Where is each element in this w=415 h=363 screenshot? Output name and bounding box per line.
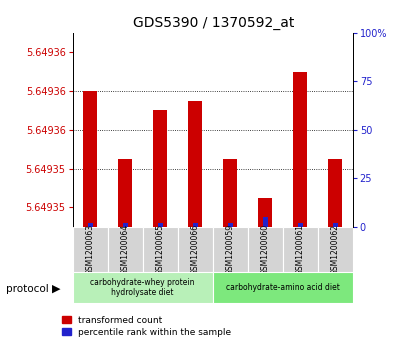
Legend: transformed count, percentile rank within the sample: transformed count, percentile rank withi… <box>62 316 232 337</box>
Text: GSM1200059: GSM1200059 <box>226 224 235 275</box>
Bar <box>158 223 163 227</box>
Text: GSM1200060: GSM1200060 <box>261 224 270 275</box>
Text: carbohydrate-whey protein
hydrolysate diet: carbohydrate-whey protein hydrolysate di… <box>90 278 195 297</box>
Bar <box>293 72 307 227</box>
Bar <box>318 227 353 272</box>
Text: protocol: protocol <box>6 284 49 294</box>
Text: carbohydrate-amino acid diet: carbohydrate-amino acid diet <box>226 283 339 292</box>
Bar <box>73 227 107 272</box>
Text: GDS5390 / 1370592_at: GDS5390 / 1370592_at <box>133 16 294 30</box>
Bar <box>263 217 268 227</box>
Bar <box>193 223 198 227</box>
Bar <box>143 227 178 272</box>
Bar <box>107 227 143 272</box>
Bar <box>122 223 128 227</box>
Bar <box>213 272 353 303</box>
Bar <box>118 159 132 227</box>
Bar <box>248 227 283 272</box>
Text: GSM1200066: GSM1200066 <box>190 224 200 275</box>
Text: GSM1200062: GSM1200062 <box>331 224 340 275</box>
Text: GSM1200063: GSM1200063 <box>85 224 95 275</box>
Bar <box>213 227 248 272</box>
Text: GSM1200065: GSM1200065 <box>156 224 165 275</box>
Bar <box>153 110 167 227</box>
Bar <box>258 198 272 227</box>
Text: GSM1200061: GSM1200061 <box>296 224 305 275</box>
Bar <box>223 159 237 227</box>
Bar <box>178 227 212 272</box>
Bar <box>283 227 318 272</box>
Bar <box>83 91 97 227</box>
Bar <box>73 272 213 303</box>
Bar <box>88 223 93 227</box>
Bar <box>188 101 202 227</box>
Bar <box>332 223 338 227</box>
Text: GSM1200064: GSM1200064 <box>121 224 129 275</box>
Text: ▶: ▶ <box>52 284 60 294</box>
Bar <box>227 223 233 227</box>
Bar <box>298 223 303 227</box>
Bar <box>328 159 342 227</box>
